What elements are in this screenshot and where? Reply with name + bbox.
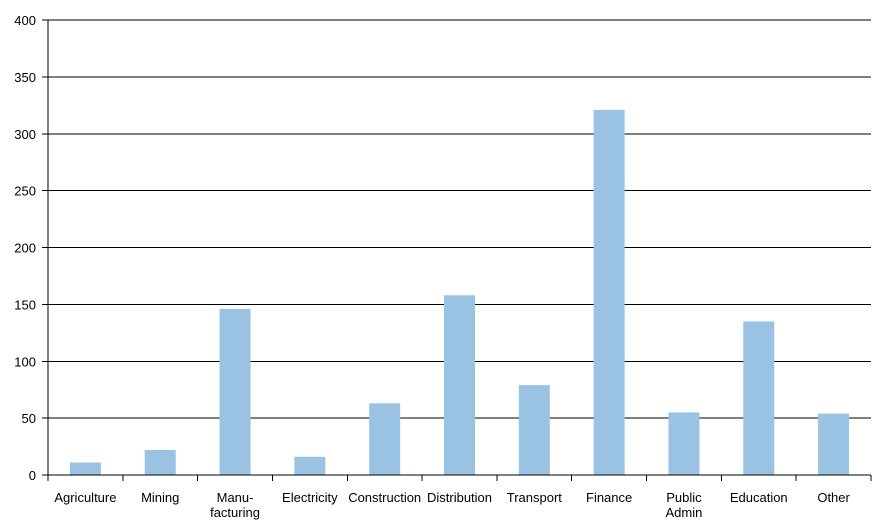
y-tick-label-350: 350 <box>14 70 36 85</box>
bar-9 <box>743 321 775 475</box>
x-category-label-9: Education <box>730 490 788 505</box>
bar-6 <box>518 385 550 475</box>
x-category-label-8: Public Admin <box>666 490 703 520</box>
x-category-labels: Agriculture Mining Manu-facturing Electrici… <box>54 490 850 520</box>
x-category-label-0: Agriculture <box>54 490 116 505</box>
bar-8 <box>668 412 700 475</box>
bar-7 <box>593 109 625 476</box>
y-tick-labels: 0 50 100 150 200 250 300 350 400 <box>14 13 36 483</box>
y-tick-label-150: 150 <box>14 297 36 312</box>
x-category-label-10: Other <box>817 490 850 505</box>
bar-3 <box>294 456 326 475</box>
bars <box>69 109 850 476</box>
x-category-label-3: Electricity <box>282 490 338 505</box>
bar-10 <box>818 413 850 475</box>
x-category-label-5: Distribution <box>427 490 492 505</box>
bar-2 <box>219 308 251 475</box>
y-tick-label-100: 100 <box>14 354 36 369</box>
y-tick-label-200: 200 <box>14 241 36 256</box>
x-category-label-2: Manu-facturing <box>210 490 260 520</box>
x-category-label-1: Mining <box>141 490 179 505</box>
y-tick-label-0: 0 <box>29 468 36 483</box>
bar-5 <box>444 295 475 475</box>
y-tick-label-50: 50 <box>22 411 36 426</box>
x-category-label-6: Transport <box>507 490 563 505</box>
axes <box>42 19 872 481</box>
y-tick-label-400: 400 <box>14 13 36 28</box>
y-tick-label-250: 250 <box>14 184 36 199</box>
y-tick-label-300: 300 <box>14 127 36 142</box>
bar-0 <box>69 462 101 475</box>
x-category-label-4: Construction <box>348 490 421 505</box>
bar-1 <box>144 449 176 475</box>
x-category-label-7: Finance <box>586 490 632 505</box>
bar-4 <box>369 403 401 475</box>
